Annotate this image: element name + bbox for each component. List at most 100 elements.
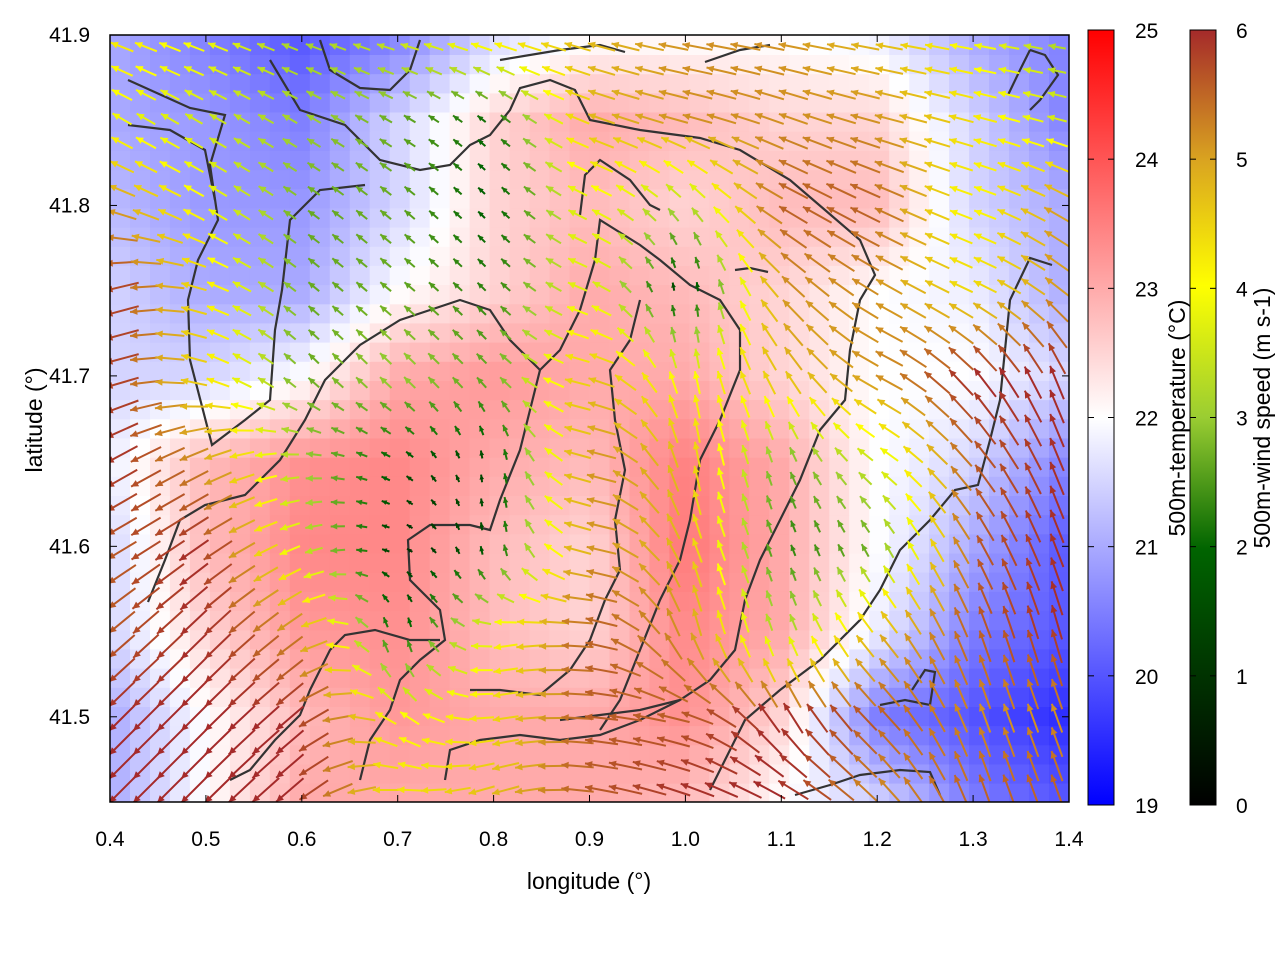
temperature-cell xyxy=(1049,265,1069,286)
temperature-cell xyxy=(569,610,591,631)
temperature-cell xyxy=(309,130,331,151)
temperature-cell xyxy=(329,706,351,727)
temperature-cell xyxy=(409,322,431,343)
temperature-cell xyxy=(829,245,851,266)
temperature-cell xyxy=(110,629,131,650)
temperature-cell xyxy=(649,341,671,362)
temperature-cell xyxy=(389,284,411,305)
temperature-cell xyxy=(549,763,571,784)
temperature-cell xyxy=(369,763,391,784)
temperature-cell xyxy=(689,782,711,802)
temperature-cell xyxy=(509,111,531,132)
temperature-cell xyxy=(849,552,870,573)
temperature-cell xyxy=(150,284,171,305)
temperature-cell xyxy=(529,495,551,516)
temperature-cell xyxy=(909,629,930,650)
temperature-cell xyxy=(949,763,970,784)
temperature-cell xyxy=(329,610,351,631)
temperature-cell xyxy=(529,533,551,554)
temperature-cell xyxy=(409,687,431,707)
temperature-cell xyxy=(349,341,371,362)
temperature-cell xyxy=(110,725,131,746)
temperature-cell xyxy=(1029,361,1050,381)
temperature-cell xyxy=(409,744,431,765)
temperature-cell xyxy=(449,725,471,746)
temperature-cell xyxy=(869,725,890,746)
temperature-cell xyxy=(289,245,311,266)
temperature-cell xyxy=(469,533,491,554)
temperature-cell xyxy=(469,265,491,286)
temperature-cell xyxy=(509,226,531,247)
temperature-cell xyxy=(110,265,131,286)
temperature-cell xyxy=(569,399,591,420)
temperature-cell xyxy=(709,207,731,228)
temperature-cell xyxy=(949,73,970,94)
temperature-cell xyxy=(289,111,311,132)
temperature-cell xyxy=(969,207,990,228)
temperature-cell xyxy=(409,456,431,477)
temperature-cell xyxy=(469,399,491,420)
temperature-cell xyxy=(649,763,671,784)
temperature-cell xyxy=(649,687,671,707)
temperature-cell xyxy=(529,744,551,765)
temperature-cell xyxy=(549,54,571,75)
temperature-cell xyxy=(529,35,551,55)
temperature-cell xyxy=(609,92,631,113)
temperature-cell xyxy=(289,648,311,669)
temperature-cell xyxy=(249,169,271,190)
temperature-cell xyxy=(829,687,851,707)
temperature-cell xyxy=(989,92,1010,113)
temperature-cell xyxy=(369,782,391,802)
temperature-cell xyxy=(130,207,151,228)
temperature-cell xyxy=(989,169,1010,190)
temperature-cell xyxy=(349,399,371,420)
temperature-cell xyxy=(829,437,851,458)
temperature-cell xyxy=(549,437,571,458)
temperature-cell xyxy=(229,706,251,727)
temperature-cell xyxy=(669,437,691,458)
temperature-cell xyxy=(309,418,331,439)
temperature-cell xyxy=(649,667,671,688)
temperature-cell xyxy=(989,610,1010,631)
temperature-cell xyxy=(549,322,571,343)
temperature-cell xyxy=(429,629,451,650)
temperature-cell xyxy=(429,648,451,669)
temperature-cell xyxy=(369,514,391,535)
temperature-cell xyxy=(169,169,191,190)
temperature-cell xyxy=(729,571,751,592)
temperature-cell xyxy=(249,610,271,631)
temperature-cell xyxy=(589,571,611,592)
temperature-cell xyxy=(829,284,851,305)
temperature-cell xyxy=(689,169,711,190)
temperature-cell xyxy=(789,399,811,420)
temperature-cell xyxy=(989,284,1010,305)
temperature-cell xyxy=(1049,226,1069,247)
temperature-cell xyxy=(249,303,271,324)
temperature-cell xyxy=(869,533,890,554)
temperature-cell xyxy=(409,591,431,612)
temperature-cell xyxy=(289,552,311,573)
temperature-cell xyxy=(150,73,171,94)
temperature-cell xyxy=(469,782,491,802)
temperature-cell xyxy=(329,418,351,439)
temperature-cell xyxy=(769,571,791,592)
temperature-cell xyxy=(769,706,791,727)
temperature-cell xyxy=(549,495,571,516)
temperature-cell xyxy=(110,226,131,247)
temperature-cell xyxy=(209,476,231,496)
temperature-cell xyxy=(150,54,171,75)
temperature-cell xyxy=(629,73,651,94)
temperature-cell xyxy=(749,399,771,420)
temperature-cell xyxy=(549,552,571,573)
temperature-cell xyxy=(549,226,571,247)
temperature-cell xyxy=(389,73,411,94)
temperature-cell xyxy=(289,54,311,75)
temperature-cell xyxy=(889,265,910,286)
temperature-cell xyxy=(909,245,930,266)
temperature-cell xyxy=(809,188,831,209)
temperature-cell xyxy=(549,265,571,286)
temperature-cell xyxy=(469,476,491,496)
temperature-cell xyxy=(289,744,311,765)
temperature-cell xyxy=(489,667,511,688)
temperature-cell xyxy=(389,265,411,286)
